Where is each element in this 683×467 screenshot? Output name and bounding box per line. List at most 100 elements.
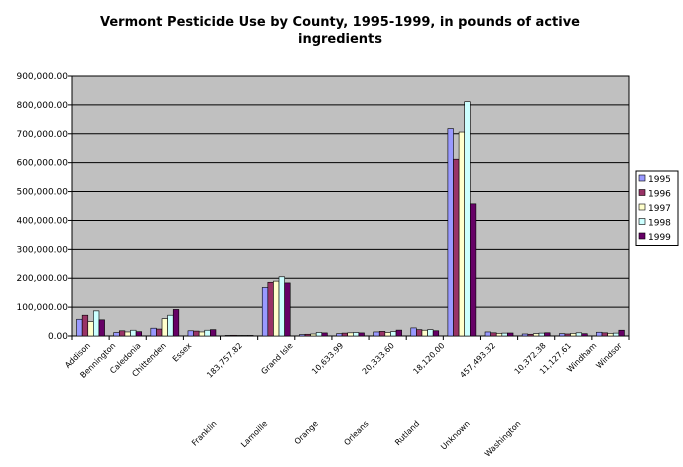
legend-swatch-1997: [638, 203, 646, 211]
bar-1997-orange: [384, 332, 391, 337]
bar-1995-grand-isle: [299, 334, 306, 337]
bar-1997-unknown: [495, 333, 503, 337]
bar-1997-essex: [236, 335, 243, 337]
x-tick-label: Unknown: [439, 419, 472, 452]
bar-1998-orleans: [427, 329, 434, 337]
bar-1996-essex: [230, 334, 237, 337]
bar-1997-chittenden: [198, 331, 206, 337]
x-tick-label: 20,333.60: [361, 341, 396, 376]
bar-1999-grand-isle: [321, 332, 328, 337]
bar-1998-chittenden: [204, 329, 211, 337]
bar-1996-grand-isle: [304, 333, 311, 337]
bar-1999-unknown: [507, 332, 514, 337]
bar-1996-unknown: [490, 332, 497, 337]
bar-1998-grand-isle: [315, 332, 323, 337]
x-tick-label: Windsor: [594, 341, 624, 371]
bar-1995-addison: [76, 318, 83, 337]
bar-1999-orleans: [432, 330, 440, 337]
y-tick-label: 300,000.00: [16, 245, 68, 255]
bar-1999-chittenden: [210, 329, 217, 337]
x-tick-label: Orange: [293, 419, 320, 446]
bar-1999-addison: [98, 319, 105, 337]
bar-1998-franklin: [278, 276, 285, 337]
bar-1998-orange: [390, 331, 397, 337]
y-tick-label: 800,000.00: [16, 101, 68, 111]
y-tick-label: 700,000.00: [16, 130, 68, 140]
bar-1999-windsor: [618, 329, 625, 337]
y-tick-label: 100,000.00: [16, 303, 68, 313]
bar-1995-essex: [224, 335, 232, 337]
bar-1995-unknown: [484, 331, 491, 337]
legend: 1995 1996 1997 1998 1999: [635, 170, 679, 246]
bar-1998-rutland: [464, 101, 471, 337]
plot-area: [71, 75, 630, 337]
bar-1998-lamoille: [352, 332, 360, 337]
legend-label-1996: 1996: [648, 190, 671, 200]
bar-1997-addison: [87, 321, 94, 337]
bar-1995-bennington: [113, 332, 120, 337]
y-tick-label: 600,000.00: [16, 159, 68, 169]
bar-1995-washington: [521, 333, 529, 337]
x-tick-label: 457,493.32: [458, 341, 497, 380]
legend-swatch-1999: [638, 232, 646, 240]
y-tick-label: 500,000.00: [16, 188, 68, 198]
bar-1996-caledonia: [156, 328, 163, 337]
bar-1997-franklin: [273, 280, 280, 337]
bar-1998-addison: [93, 310, 100, 337]
x-tick-label: 10,633.99: [310, 341, 345, 376]
bar-1997-caledonia: [161, 318, 168, 337]
bar-1995-orange: [373, 331, 380, 337]
bar-1998-windham: [575, 332, 582, 337]
bar-1997-orleans: [421, 329, 428, 337]
bar-1996-orange: [378, 331, 386, 337]
chart-title-line-1: Vermont Pesticide Use by County, 1995-19…: [99, 15, 580, 30]
x-tick-label: Washington: [483, 419, 523, 459]
bar-1996-rutland: [453, 158, 460, 337]
bar-1997-washington: [533, 333, 540, 337]
bar-1996-lamoille: [341, 332, 349, 337]
bar-1995-orleans: [410, 327, 417, 337]
bar-1996-washington: [527, 333, 534, 337]
bar-1999-windham: [581, 333, 588, 337]
bar-1998-bennington: [130, 329, 137, 337]
bar-1999-caledonia: [172, 309, 180, 337]
y-tick-label: 900,000.00: [16, 72, 68, 82]
x-tick-label: Grand Isle: [259, 341, 294, 376]
legend-swatch-1996: [638, 189, 646, 196]
bar-1997-windham: [570, 333, 577, 337]
bar-1995-rutland: [447, 128, 454, 337]
x-tick-label: Orleans: [342, 419, 370, 447]
bar-1999-lamoille: [358, 332, 365, 337]
bar-1997-windsor: [607, 333, 614, 337]
bar-1999-orange: [395, 329, 402, 337]
bar-1999-franklin: [284, 282, 291, 337]
bar-1997-rutland: [458, 131, 466, 337]
y-tick-label: 200,000.00: [16, 274, 68, 284]
x-tick-label: Essex: [171, 341, 194, 364]
bar-1997-grand-isle: [310, 333, 317, 337]
bar-1995-lamoille: [336, 333, 343, 337]
bar-1998-unknown: [501, 332, 508, 337]
bar-1998-caledonia: [167, 314, 174, 337]
bar-1997-bennington: [124, 331, 131, 337]
bar-1995-chittenden: [187, 330, 194, 337]
bar-1999-rutland: [469, 203, 477, 337]
bar-1996-windsor: [601, 332, 608, 337]
bar-1998-washington: [538, 332, 545, 337]
bar-1999-washington: [544, 332, 551, 337]
bar-1998-essex: [241, 335, 248, 337]
bar-1996-orleans: [416, 329, 423, 337]
x-tick-label: Lamoille: [239, 419, 269, 449]
x-tick-label: 183,757.82: [205, 341, 244, 380]
bar-1995-franklin: [261, 287, 269, 337]
bar-1997-lamoille: [347, 332, 354, 337]
legend-label-1997: 1997: [648, 204, 671, 214]
bar-1996-windham: [564, 333, 571, 337]
legend-label-1995: 1995: [648, 175, 671, 185]
bar-1995-windham: [558, 333, 566, 337]
bar-1996-bennington: [119, 330, 126, 337]
bar-1996-addison: [81, 314, 89, 337]
x-tick-label: 18,120.00: [411, 341, 446, 376]
legend-label-1998: 1998: [648, 219, 671, 229]
